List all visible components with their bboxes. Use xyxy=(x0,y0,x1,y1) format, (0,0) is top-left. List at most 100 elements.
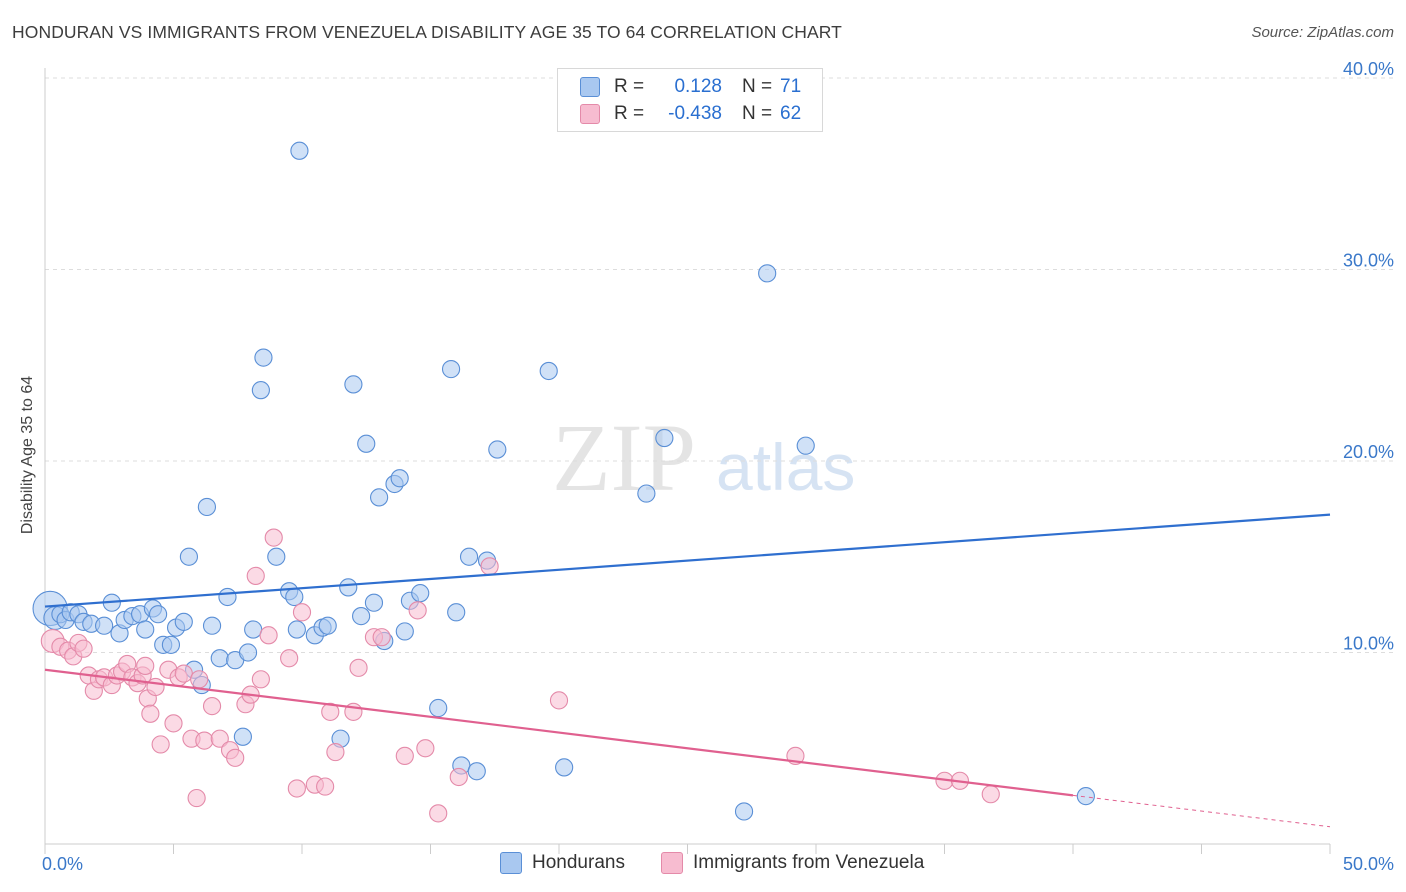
honduran-point xyxy=(352,607,371,626)
honduran-point xyxy=(233,727,252,746)
honduran-point xyxy=(161,635,181,654)
honduran-point xyxy=(318,616,337,635)
venezuela-point xyxy=(321,702,340,721)
honduran-point xyxy=(488,440,507,459)
stats-legend: R = 0.128 N = 71 R = -0.438 N = 62 xyxy=(557,68,823,132)
honduran-point xyxy=(459,547,479,566)
venezuela-point xyxy=(372,628,391,647)
venezuela-point xyxy=(146,677,165,697)
honduran-point xyxy=(244,620,263,639)
venezuela-trend-line xyxy=(44,668,1074,797)
honduran-point xyxy=(441,359,461,379)
honduran-point xyxy=(210,649,229,668)
legend-item-venezuela[interactable]: Immigrants from Venezuela xyxy=(661,852,924,874)
honduran-point xyxy=(539,361,558,381)
y-tick-label: 40.0% xyxy=(1343,59,1394,79)
honduran-point xyxy=(197,497,217,517)
x-tick-label-max: 50.0% xyxy=(1343,854,1394,874)
venezuela-point xyxy=(316,777,335,796)
venezuela-point xyxy=(164,714,183,733)
honduran-point xyxy=(290,141,309,160)
legend-item-hondurans[interactable]: Hondurans xyxy=(500,852,625,874)
honduran-point xyxy=(357,434,376,453)
y-tick-label: 30.0% xyxy=(1343,251,1394,271)
honduran-point xyxy=(95,616,114,635)
venezuela-swatch xyxy=(580,104,600,124)
r-value: -0.438 xyxy=(668,103,722,124)
venezuela-point xyxy=(259,626,278,645)
venezuela-point xyxy=(287,779,306,798)
honduran-point xyxy=(796,436,815,455)
venezuela-point xyxy=(292,603,312,622)
honduran-point xyxy=(287,620,306,639)
venezuela-point xyxy=(226,748,245,767)
venezuela-point xyxy=(74,639,93,658)
honduran-point xyxy=(1076,787,1095,806)
honduran-point xyxy=(758,264,777,283)
honduran-point xyxy=(390,469,409,488)
honduran-point xyxy=(734,802,754,821)
honduran-point xyxy=(637,484,656,503)
venezuela-point xyxy=(480,557,499,576)
venezuela-point xyxy=(408,601,427,620)
venezuela-point xyxy=(326,742,345,762)
venezuela-point xyxy=(251,670,270,689)
venezuela-point xyxy=(151,735,170,754)
honduran-point xyxy=(411,584,430,603)
venezuela-legend-label: Immigrants from Venezuela xyxy=(693,852,925,873)
watermark: ZIP atlas xyxy=(552,404,855,511)
venezuela-point xyxy=(264,528,283,547)
trend-lines xyxy=(44,513,1331,828)
x-tick-label-min: 0.0% xyxy=(42,854,83,874)
watermark-zip: ZIP xyxy=(552,404,696,511)
honduran-point xyxy=(364,593,384,612)
venezuela-point xyxy=(349,658,368,677)
hondurans-legend-label: Hondurans xyxy=(532,852,625,873)
venezuela-point xyxy=(195,731,214,750)
venezuela-point xyxy=(395,746,414,766)
tick-labels: 10.0% 20.0% 30.0% 40.0% 0.0% 50.0% xyxy=(42,59,1394,874)
venezuela-point xyxy=(187,788,206,808)
venezuela-point xyxy=(174,664,193,683)
source-label: Source: ZipAtlas.com xyxy=(1251,24,1394,41)
venezuela-trend-extension xyxy=(1072,794,1331,828)
honduran-point xyxy=(251,381,270,400)
venezuela-point xyxy=(416,739,435,758)
chart-title: HONDURAN VS IMMIGRANTS FROM VENEZUELA DI… xyxy=(12,22,842,42)
honduran-point xyxy=(339,578,358,597)
venezuela-point xyxy=(202,697,222,716)
honduran-point xyxy=(395,622,414,641)
y-tick-label: 10.0% xyxy=(1343,634,1394,654)
hondurans-swatch xyxy=(580,77,600,97)
venezuela-point xyxy=(981,785,1000,804)
venezuela-point xyxy=(190,670,209,689)
venezuela-point xyxy=(246,566,265,586)
honduran-point xyxy=(555,758,574,777)
n-value: 71 xyxy=(780,76,802,97)
honduran-point xyxy=(174,612,193,631)
grid-lines xyxy=(45,77,1395,653)
honduran-point xyxy=(370,488,389,507)
watermark-atlas: atlas xyxy=(716,430,855,504)
venezuela-point xyxy=(549,691,569,710)
n-value: 62 xyxy=(780,103,802,124)
honduran-point xyxy=(136,620,155,639)
honduran-point xyxy=(179,547,199,566)
venezuela-legend-swatch xyxy=(661,852,683,874)
legend-row-hondurans: R = 0.128 N = 71 xyxy=(580,75,801,99)
honduran-trend-line xyxy=(44,513,1331,608)
honduran-point xyxy=(429,698,448,718)
honduran-point xyxy=(148,605,168,624)
legend-row-venezuela: R = -0.438 N = 62 xyxy=(580,102,801,126)
honduran-point xyxy=(447,603,466,622)
y-tick-label: 20.0% xyxy=(1343,442,1394,462)
hondurans-legend-swatch xyxy=(500,852,522,874)
honduran-point xyxy=(285,587,304,607)
honduran-point xyxy=(344,375,363,394)
honduran-point xyxy=(254,348,273,367)
honduran-point xyxy=(202,616,222,635)
r-label: R = xyxy=(614,76,645,97)
r-value: 0.128 xyxy=(674,76,722,97)
honduran-points xyxy=(32,141,1095,821)
